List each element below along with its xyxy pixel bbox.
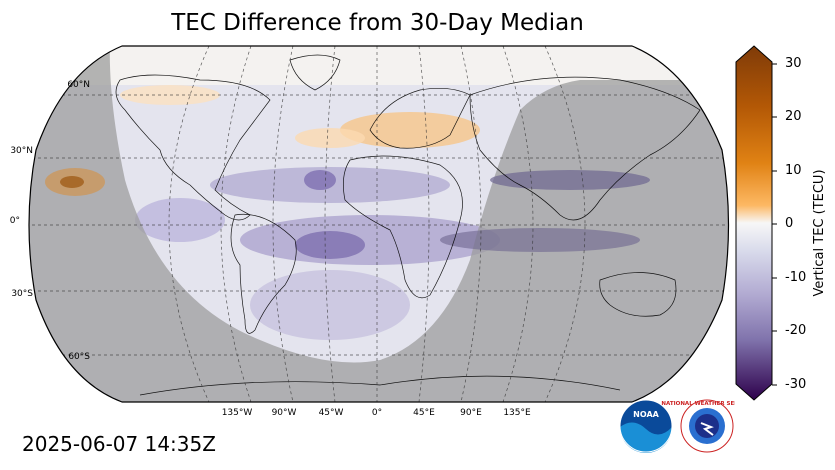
chart-title: TEC Difference from 30-Day Median <box>171 10 584 36</box>
lon-label-135e: 135°E <box>503 408 531 418</box>
lon-label-45w: 45°W <box>318 408 344 418</box>
lon-label-90e: 90°E <box>460 408 482 418</box>
lon-label-135w: 135°W <box>221 408 253 418</box>
svg-text:NOAA: NOAA <box>633 410 659 419</box>
svg-text:NATIONAL WEATHER SERVICE: NATIONAL WEATHER SERVICE <box>661 401 735 407</box>
timestamp: 2025-06-07 14:35Z <box>22 432 216 456</box>
lat-label-30n: 30°N <box>10 146 33 156</box>
lat-label-30s: 30°S <box>11 289 33 299</box>
colorbar-tick-30: 30 <box>785 56 802 71</box>
colorbar-label: Vertical TEC (TECU) <box>812 169 827 297</box>
colorbar-tick-0: 0 <box>785 216 794 231</box>
agency-logos: NOAA NATIONAL WEATHER SERVICE <box>619 399 735 453</box>
lat-label-0: 0° <box>9 216 20 226</box>
lon-label-90w: 90°W <box>271 408 297 418</box>
colorbar-tick-neg20: -20 <box>785 323 807 338</box>
colorbar-tick-20: 20 <box>785 109 802 124</box>
lat-label-60n: 60°N <box>67 80 90 90</box>
lon-label-45e: 45°E <box>413 408 435 418</box>
nws-logo: NATIONAL WEATHER SERVICE <box>661 399 735 453</box>
colorbar-tick-neg10: -10 <box>785 270 807 285</box>
colorbar-tick-neg30: -30 <box>785 377 807 392</box>
lat-label-60s: 60°S <box>68 352 90 362</box>
colorbar <box>735 45 773 401</box>
colorbar-tick-10: 10 <box>785 163 802 178</box>
lon-label-0: 0° <box>371 408 383 418</box>
noaa-logo: NOAA <box>619 399 673 453</box>
